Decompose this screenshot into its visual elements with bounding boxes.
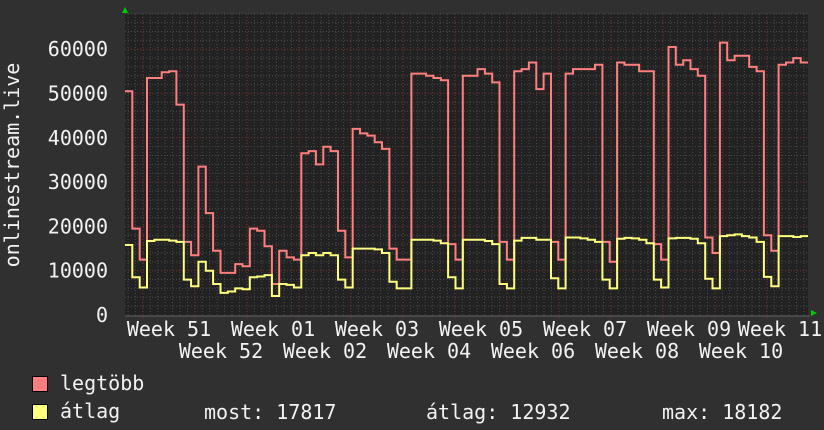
y-tick-label: 40000 bbox=[48, 126, 108, 150]
stat-current: most: 17817 bbox=[204, 400, 337, 424]
legend-label: legtöbb bbox=[60, 371, 145, 395]
stat-max: max: 18182 bbox=[662, 400, 783, 424]
legend-swatch-legtobb bbox=[32, 376, 48, 392]
x-tick-label: Week 04 bbox=[387, 339, 471, 363]
y-axis-arrow-icon bbox=[122, 7, 128, 13]
series-line-atlag bbox=[125, 233, 808, 297]
x-tick-label: Week 03 bbox=[335, 317, 419, 341]
x-tick-label: Week 08 bbox=[595, 339, 679, 363]
y-axis-ticks: 0 10000 20000 30000 40000 50000 60000 bbox=[48, 37, 108, 327]
plot-area bbox=[125, 14, 808, 316]
x-tick-label: Week 06 bbox=[491, 339, 575, 363]
x-tick-label: Week 09 bbox=[647, 317, 731, 341]
stat-average: átlag: 12932 bbox=[426, 400, 571, 424]
y-tick-label: 30000 bbox=[48, 170, 108, 194]
series-line-legtobb bbox=[125, 41, 808, 285]
x-axis-arrow-icon bbox=[811, 310, 817, 316]
x-tick-label: Week 01 bbox=[231, 317, 315, 341]
y-tick-label: 10000 bbox=[48, 259, 108, 283]
series-group bbox=[125, 41, 808, 297]
x-tick-label: Week 07 bbox=[543, 317, 627, 341]
y-axis-label: onlinestream.live bbox=[0, 63, 24, 268]
legend-swatch-atlag bbox=[32, 404, 48, 420]
x-tick-label: Week 51 bbox=[127, 317, 211, 341]
x-tick-label: Week 02 bbox=[283, 339, 367, 363]
y-tick-label: 60000 bbox=[48, 37, 108, 61]
x-tick-label: Week 52 bbox=[179, 339, 263, 363]
y-tick-label: 0 bbox=[96, 303, 108, 327]
y-tick-label: 50000 bbox=[48, 82, 108, 106]
x-tick-label: Week 11 bbox=[738, 317, 822, 341]
y-tick-label: 20000 bbox=[48, 214, 108, 238]
x-tick-label: Week 10 bbox=[699, 339, 783, 363]
legend-label: átlag bbox=[60, 399, 121, 423]
x-tick-label: Week 05 bbox=[439, 317, 523, 341]
